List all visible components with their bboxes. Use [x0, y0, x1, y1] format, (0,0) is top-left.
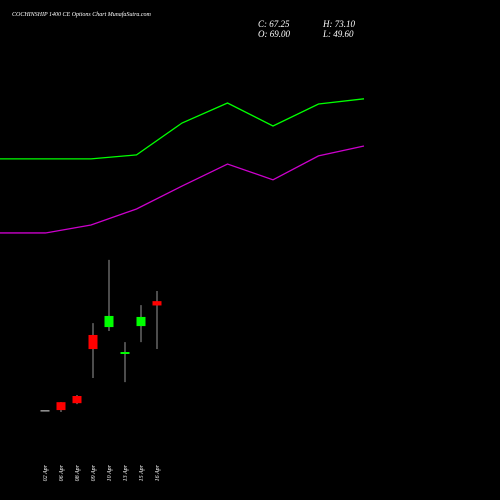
x-tick-label: 15 Apr	[139, 464, 145, 481]
low-label: L: 49.60	[322, 29, 354, 39]
candle-body	[56, 402, 66, 411]
candle-body	[104, 315, 114, 328]
candle-body	[136, 316, 146, 327]
open-label: O: 69.00	[258, 29, 290, 39]
candle-body	[120, 352, 130, 355]
x-tick-label: 06 Apr	[59, 464, 65, 481]
x-tick-label: 02 Apr	[43, 464, 49, 481]
candle-body	[152, 301, 162, 306]
indicator-line	[0, 98, 365, 160]
candle-body	[72, 395, 82, 404]
indicator-line	[0, 145, 365, 234]
candle-body	[88, 334, 98, 350]
x-tick-label: 08 Apr	[75, 464, 81, 481]
x-tick-label: 16 Apr	[155, 464, 161, 481]
x-tick-label: 13 Apr	[123, 464, 129, 481]
x-tick-label: 09 Apr	[91, 464, 97, 481]
x-tick-label: 10 Apr	[107, 464, 113, 481]
candle-body	[40, 410, 50, 412]
chart-title: COCHINSHIP 1400 CE Options Chart MunafaS…	[12, 11, 152, 18]
close-label: C: 67.25	[258, 19, 290, 29]
high-label: H: 73.10	[322, 19, 355, 29]
